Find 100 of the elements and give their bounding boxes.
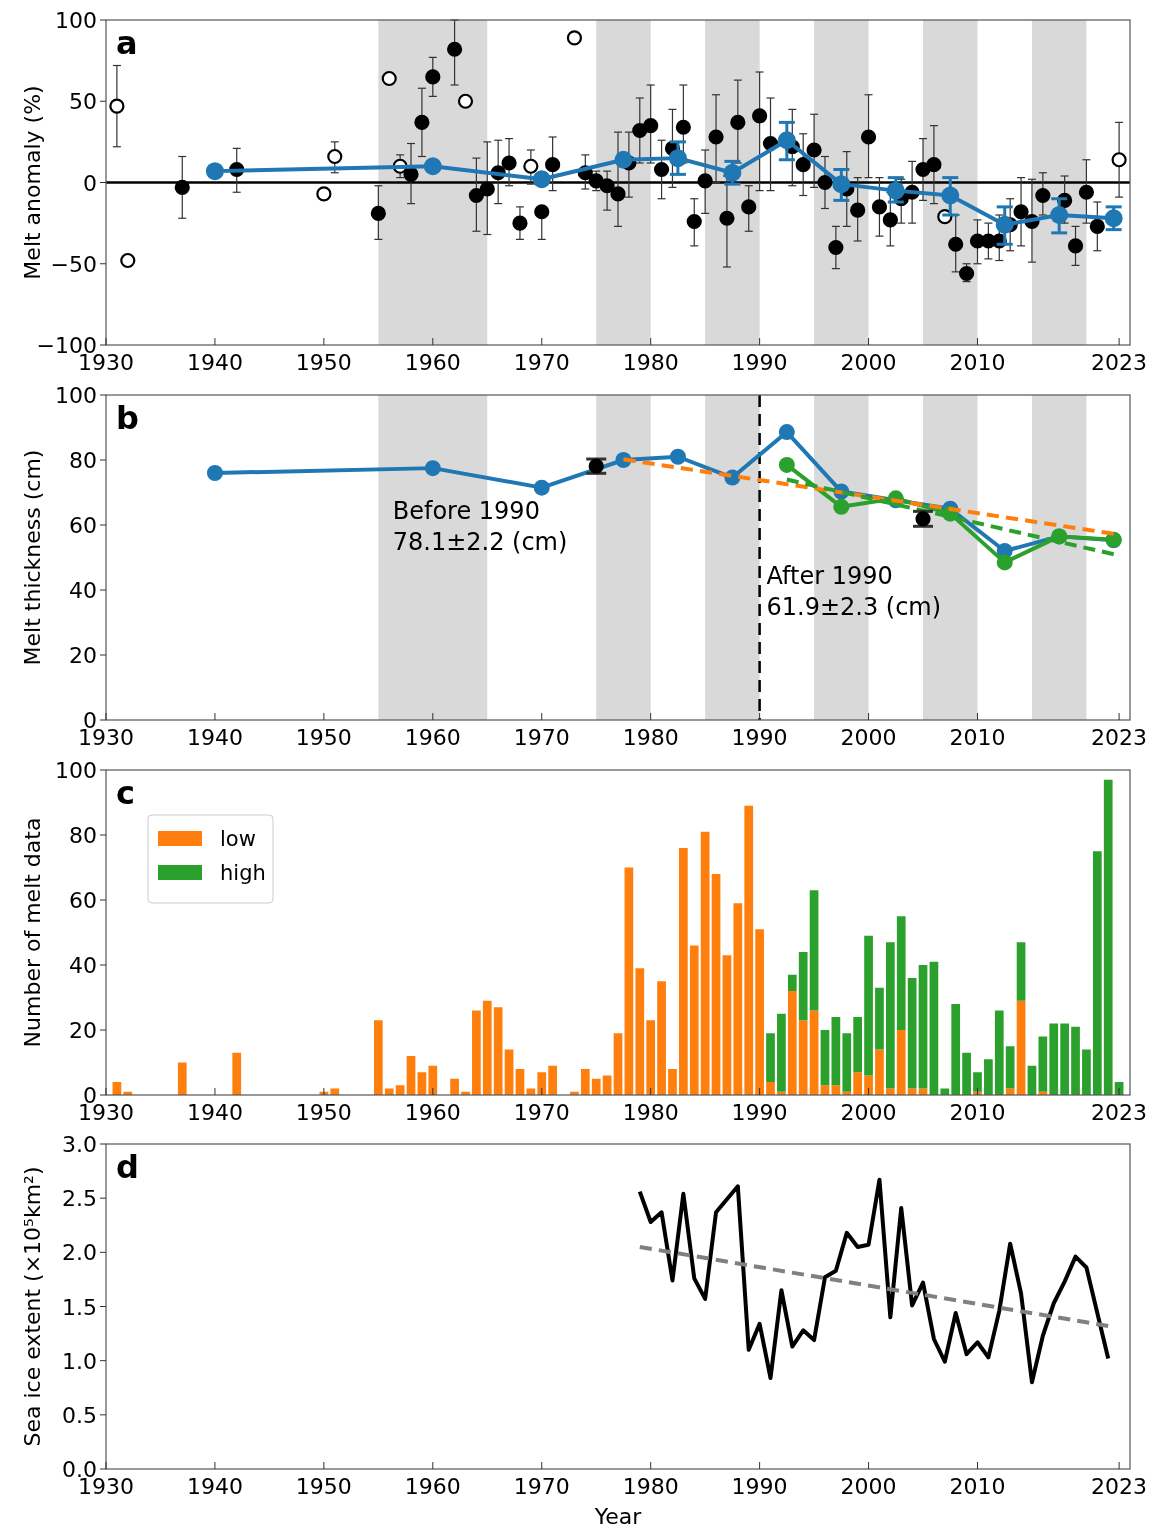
bar (973, 1072, 982, 1092)
x-tick-label: 1950 (295, 725, 352, 750)
point (1104, 209, 1123, 228)
x-tick-label: 2023 (1091, 725, 1148, 750)
x-tick-label: 2023 (1091, 1474, 1148, 1499)
bar (1092, 851, 1102, 1095)
bar (984, 1059, 993, 1095)
point (632, 122, 648, 139)
point (941, 186, 960, 205)
point (447, 41, 463, 57)
bar (766, 1082, 775, 1095)
x-tick-label: 1970 (513, 1474, 570, 1499)
legend-label: low (220, 827, 256, 851)
bar (177, 1062, 187, 1095)
point (723, 163, 742, 182)
y-tick-label: 2.0 (62, 1240, 97, 1266)
y-axis-title: Melt anomaly (%) (20, 85, 45, 280)
bar (951, 1004, 961, 1095)
y-tick-label: 3.0 (62, 1132, 97, 1157)
chart-title: c (116, 774, 135, 812)
y-tick-label: 60 (69, 513, 97, 538)
bar (853, 1072, 863, 1095)
x-tick-label: 1940 (186, 725, 243, 750)
bar (428, 1065, 438, 1095)
point (316, 186, 332, 202)
bar (831, 1017, 841, 1086)
y-tick-label: 100 (55, 758, 97, 783)
bar (875, 987, 884, 1050)
point (795, 157, 811, 173)
point (926, 157, 942, 173)
y-tick-label: 2.5 (62, 1186, 97, 1212)
bar (777, 1013, 786, 1092)
bar (766, 1033, 775, 1082)
y-tick-label: 60 (69, 888, 97, 913)
point (512, 215, 528, 231)
x-tick-label: 1980 (622, 1474, 679, 1499)
x-tick-label: 2010 (949, 1474, 1006, 1499)
y-tick-label: 40 (69, 953, 97, 978)
line-series (637, 1177, 1111, 1385)
x-tick-label: 1970 (513, 725, 570, 750)
point (599, 178, 615, 194)
legend-label: high (220, 861, 266, 885)
point (381, 70, 397, 87)
point (206, 465, 223, 481)
bar (787, 991, 797, 1095)
bar (798, 1020, 808, 1095)
point (886, 181, 905, 200)
point (109, 98, 125, 114)
point (533, 479, 550, 496)
point (614, 150, 633, 169)
x-tick-label: 1970 (513, 350, 570, 375)
point (752, 108, 768, 124)
y-axis-title: Number of melt data (20, 817, 45, 1048)
x-tick-label: 1980 (622, 725, 679, 750)
bar (548, 1065, 557, 1095)
bar (635, 968, 645, 1095)
bar (820, 1030, 830, 1086)
point (686, 213, 702, 230)
y-tick-label: 50 (69, 89, 97, 115)
bar (482, 1000, 492, 1095)
y-tick-label: 20 (69, 1018, 97, 1043)
point (1050, 206, 1069, 224)
chart-title: d (116, 1148, 139, 1186)
y-tick-label: 40 (69, 578, 97, 603)
bar (885, 942, 895, 1089)
annotation: Before 1990 78.1±2.2 (cm) (392, 496, 568, 556)
point (174, 179, 190, 195)
point (995, 215, 1014, 234)
point (414, 114, 430, 130)
x-tick-label: 1980 (622, 350, 679, 375)
x-tick-label: 1990 (731, 1100, 788, 1125)
point (523, 158, 539, 174)
bar (918, 965, 928, 1089)
point (832, 175, 851, 194)
point (806, 142, 822, 158)
bar (689, 945, 699, 1095)
y-tick-label: 100 (55, 383, 97, 408)
point (403, 166, 419, 182)
y-tick-label: 20 (69, 643, 97, 668)
bar (875, 1049, 884, 1095)
bar (1060, 1023, 1069, 1095)
bar (1049, 1023, 1059, 1095)
bar (853, 1017, 863, 1073)
point (1089, 218, 1105, 234)
x-tick-label: 1970 (513, 1100, 570, 1125)
x-tick-label: 1940 (186, 1474, 243, 1499)
point (778, 424, 795, 441)
point (996, 554, 1013, 571)
y-tick-label: 80 (69, 448, 97, 473)
bar (864, 1075, 873, 1095)
bar (1038, 1036, 1048, 1092)
x-tick-label: 2010 (949, 725, 1006, 750)
point (370, 205, 386, 221)
y-tick-label: 100 (55, 8, 97, 33)
point (425, 69, 441, 85)
bar (798, 952, 808, 1021)
x-tick-label: 1990 (731, 1474, 788, 1499)
x-tick-label: 1950 (295, 350, 352, 375)
x-tick-label: 2000 (840, 1100, 897, 1125)
chart-title: b (116, 399, 139, 437)
